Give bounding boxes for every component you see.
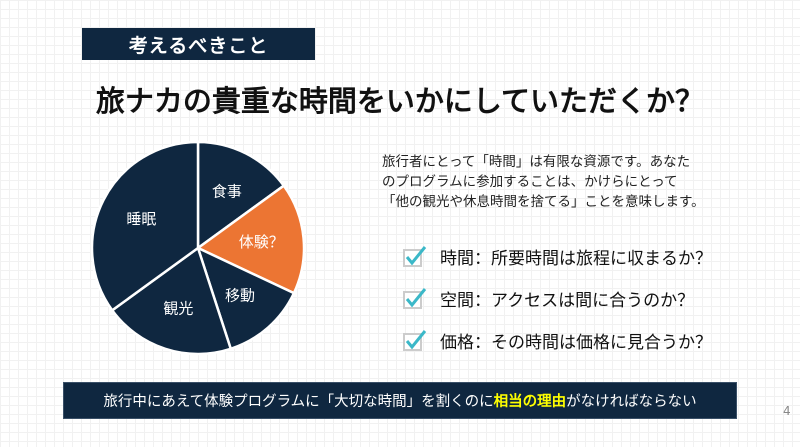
description-line: 旅行者にとって「時間」は有限な資源です。あなた [382, 154, 691, 170]
pie-slice [196, 140, 286, 251]
conclusion-text-end: がなければならない [566, 394, 697, 410]
pie-slice [195, 183, 306, 295]
check-text: 時間：所要時間は旅程に収まるか？ [440, 248, 712, 269]
conclusion-banner: 旅行中にあえて体験プログラムに「大切な時間」を割くのに 相当の理由 がなければならな… [63, 382, 737, 419]
conclusion-text: 旅行中にあえて体験プログラムに「大切な時間」を割くのに [103, 394, 494, 410]
checkbox-checked-icon [403, 330, 427, 351]
pie-slice [90, 140, 200, 313]
page-title: 旅ナカの貴重な時間をいかにしていただくか？ [95, 84, 705, 118]
conclusion-highlight: 相当の理由 [493, 394, 567, 410]
description: 旅行者にとって「時間」は有限な資源です。あなた のプログラムに参加することは、か… [382, 152, 742, 212]
pie-label: 観光 [163, 299, 193, 317]
checkbox-checked-icon [403, 288, 427, 309]
check-text: 価格：その時間は価格に見合うか？ [440, 332, 712, 353]
pie-label: 体験？ [239, 233, 284, 251]
check-item-time: 時間：所要時間は旅程に収まるか？ [402, 235, 712, 277]
section-label: 考えるべきこと [82, 28, 315, 60]
page-number: 4 [783, 404, 791, 418]
checkbox-checked-icon [403, 246, 427, 267]
description-line: のプログラムに参加することは、かけらにとって [382, 174, 678, 190]
checklist: 時間：所要時間は旅程に収まるか？ 空間：アクセスは間に合うのか？ 価格：その時間… [402, 235, 712, 361]
pie-label: 食事 [212, 182, 242, 200]
pie-slice [110, 245, 233, 356]
check-item-space: 空間：アクセスは間に合うのか？ [402, 277, 712, 319]
pie-label: 睡眠 [126, 210, 156, 228]
check-text: 空間：アクセスは間に合うのか？ [440, 290, 695, 311]
description-line: 「他の観光や休息時間を捨てる」ことを意味します。 [382, 194, 705, 210]
pie-label: 移動 [225, 287, 255, 305]
check-item-price: 価格：その時間は価格に見合うか？ [402, 319, 712, 361]
pie-slice [195, 245, 296, 351]
